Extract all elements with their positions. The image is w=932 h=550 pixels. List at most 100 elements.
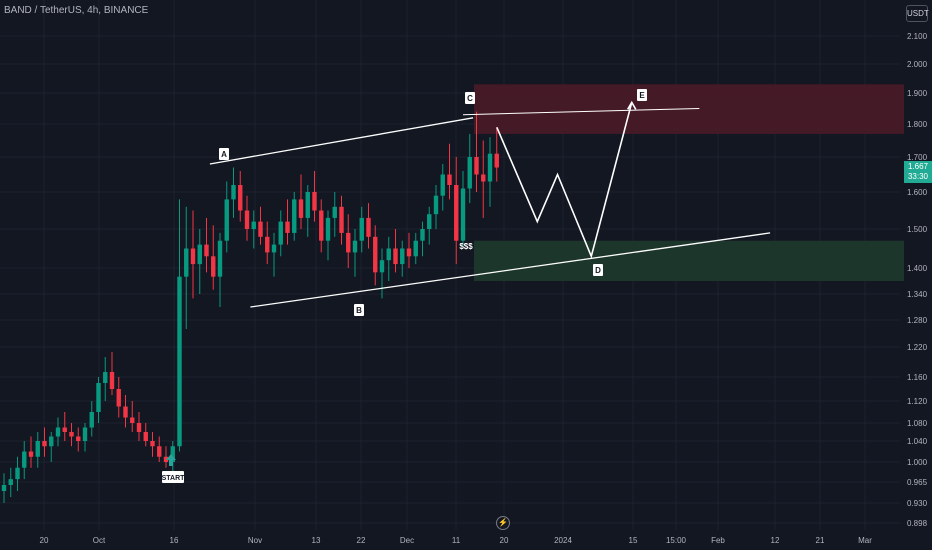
candle-body <box>163 456 169 462</box>
candle-body <box>197 244 202 265</box>
candle-body <box>366 217 371 237</box>
grid-lines <box>0 0 900 530</box>
candle-body <box>62 427 67 432</box>
candle-body <box>400 248 405 265</box>
candle-body <box>352 240 358 253</box>
time-tick-label: 20 <box>500 536 509 545</box>
candle-body <box>427 214 432 229</box>
candle-body <box>312 192 317 211</box>
candle-body <box>238 185 243 211</box>
candle-body <box>359 217 364 241</box>
candle-body <box>474 157 479 175</box>
candle-body <box>15 467 20 480</box>
wave-label: E <box>639 91 645 100</box>
candle-body <box>22 451 27 468</box>
time-tick-label: 12 <box>771 536 780 545</box>
liquidity-label: $$$ <box>459 242 473 251</box>
candle-body <box>8 479 13 485</box>
price-tick-label: 0.965 <box>907 478 928 487</box>
time-tick-label: Mar <box>858 536 872 545</box>
price-tick-label: 1.900 <box>907 89 928 98</box>
candle-body <box>433 195 439 215</box>
candle-body <box>244 210 250 229</box>
candle-body <box>298 199 304 218</box>
candle-body <box>460 188 466 241</box>
upper-trendline <box>209 117 474 165</box>
candle-body <box>224 199 229 241</box>
candle-body <box>440 174 445 196</box>
price-tick-label: 0.898 <box>907 519 928 528</box>
price-zones <box>474 84 904 281</box>
candle-body <box>494 153 499 168</box>
candle-body <box>150 441 155 447</box>
candle-body <box>251 221 256 229</box>
candle-body <box>49 436 54 447</box>
price-tick-label: 1.040 <box>907 437 928 446</box>
candle-body <box>89 412 94 428</box>
time-tick-label: 20 <box>40 536 49 545</box>
price-tick-label: 0.930 <box>907 499 928 508</box>
candle-body <box>258 221 263 237</box>
lightning-icon[interactable]: ⚡ <box>496 516 510 530</box>
drawn-overlays <box>209 100 771 308</box>
candle-body <box>292 199 297 233</box>
candle-body <box>386 248 391 261</box>
support-zone <box>474 240 904 281</box>
candle-body <box>136 423 142 432</box>
price-tick-label: 1.400 <box>907 264 928 273</box>
start-label-box <box>162 471 184 483</box>
bar-countdown: 33:30 <box>907 172 929 181</box>
price-axis[interactable]: 2.100 2.000 1.900 1.800 1.700 1.600 1.500 1.400… <box>907 32 928 528</box>
candle-body <box>319 210 324 241</box>
candle-body <box>413 240 418 257</box>
wave-labels: A B C D E $$$ START <box>162 89 647 483</box>
time-tick-label: Feb <box>711 536 725 545</box>
time-tick-label: Nov <box>248 536 262 545</box>
wave-label-box <box>219 148 229 160</box>
price-tick-label: 1.080 <box>907 419 928 428</box>
candle-body <box>96 383 101 412</box>
symbol-title[interactable]: BAND / TetherUS, 4h, BINANCE <box>4 5 149 16</box>
wave-label: A <box>221 150 227 159</box>
candle-body <box>346 232 351 253</box>
price-tick-label: 1.500 <box>907 225 928 234</box>
candle-body <box>35 441 40 457</box>
candle-body <box>190 248 196 265</box>
candle-body <box>339 206 344 233</box>
candle-body <box>157 446 162 457</box>
candle-body <box>420 229 425 241</box>
candle-body <box>170 446 175 462</box>
candle-body <box>454 185 459 241</box>
lower-trendline <box>250 232 771 308</box>
candle-body <box>109 372 115 389</box>
candle-body <box>265 236 270 253</box>
wave-label: B <box>356 306 362 315</box>
candle-body <box>184 248 189 277</box>
candle-body <box>325 217 331 241</box>
price-tick-label: 1.120 <box>907 397 928 406</box>
time-tick-label: 11 <box>452 536 461 545</box>
wave-label-box <box>593 264 603 276</box>
candle-body <box>285 221 290 233</box>
candle-body <box>204 244 209 257</box>
last-price-tag: 1.667 33:30 <box>904 161 932 183</box>
last-price-value: 1.667 <box>907 162 929 171</box>
wave-label: D <box>595 266 601 275</box>
candle-body <box>278 221 283 245</box>
start-arrow-icon <box>166 454 176 466</box>
candle-body <box>130 417 135 423</box>
time-tick-label: Oct <box>93 536 106 545</box>
price-tick-label: 2.000 <box>907 60 928 69</box>
candle-body <box>305 192 310 218</box>
candle-body <box>406 248 412 257</box>
time-axis[interactable]: 20 Oct 16 Nov 13 22 Dec 11 20 2024 15 15:00 Feb 12 21 M… <box>40 536 873 545</box>
candle-body <box>481 174 486 182</box>
candle-body <box>467 157 472 189</box>
candle-body <box>231 185 236 200</box>
currency-badge[interactable]: USDT <box>906 5 929 22</box>
time-tick-label: 22 <box>357 536 366 545</box>
wave-label-box <box>465 92 475 104</box>
price-tick-label: 1.700 <box>907 153 928 162</box>
arrow-head <box>627 100 637 110</box>
